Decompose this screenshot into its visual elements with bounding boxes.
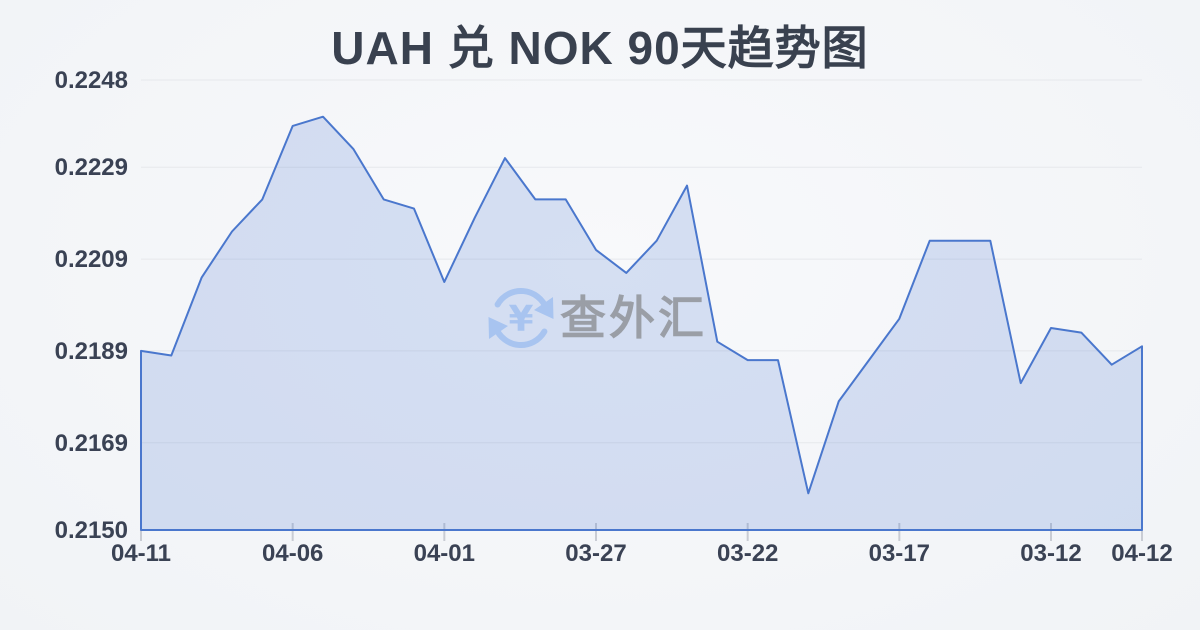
- x-axis-label: 04-01: [414, 540, 475, 567]
- y-axis-labels: 0.2248 0.2229 0.2209 0.2189 0.2169 0.2150: [55, 67, 128, 544]
- y-axis-label: 0.2189: [55, 338, 128, 365]
- watermark-yuan-symbol: ¥: [508, 299, 533, 340]
- watermark-text: 查外汇: [560, 292, 707, 344]
- x-axis-label: 03-17: [869, 540, 930, 567]
- y-axis-label: 0.2248: [55, 67, 128, 94]
- x-axis-label: 03-27: [565, 540, 626, 567]
- y-axis-label: 0.2209: [55, 246, 128, 273]
- gridlines: [141, 79, 1142, 444]
- x-axis-label: 03-22: [717, 540, 778, 567]
- watermark: ¥ 查外汇: [488, 287, 707, 349]
- x-axis-label: 04-11: [111, 540, 171, 567]
- x-axis-label: 04-12: [1111, 540, 1172, 567]
- y-axis-label: 0.2229: [55, 154, 128, 181]
- currency-exchange-circular-arrows-icon: ¥: [488, 287, 554, 349]
- x-axis-label: 04-06: [262, 540, 323, 567]
- chart-title: UAH 兑 NOK 90天趋势图: [331, 22, 869, 74]
- y-axis-label: 0.2169: [55, 430, 128, 457]
- area-series: [140, 115, 1143, 531]
- x-axis-labels: 04-11 04-06 04-01 03-27 03-22 03-17 03-12 04-12: [111, 540, 1173, 567]
- y-axis-label: 0.2150: [55, 517, 128, 544]
- x-axis-label: 03-12: [1020, 540, 1081, 567]
